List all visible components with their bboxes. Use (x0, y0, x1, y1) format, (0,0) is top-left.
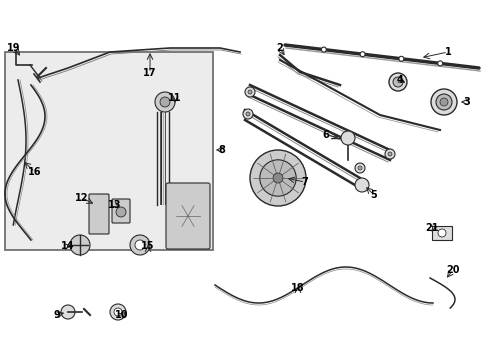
Text: 13: 13 (108, 200, 122, 210)
Circle shape (245, 112, 249, 116)
Text: 15: 15 (141, 241, 154, 251)
Text: 19: 19 (7, 43, 20, 53)
Circle shape (430, 89, 456, 115)
Bar (5, 52, 213, 250)
Text: 17: 17 (143, 68, 157, 78)
Text: 10: 10 (115, 310, 128, 320)
Circle shape (435, 94, 451, 110)
Text: 1: 1 (444, 47, 450, 57)
Bar (431, 226, 451, 240)
Circle shape (61, 305, 75, 319)
Circle shape (392, 77, 402, 87)
Circle shape (359, 52, 365, 57)
Circle shape (155, 92, 175, 112)
Text: 2: 2 (276, 43, 283, 53)
Circle shape (130, 235, 150, 255)
Circle shape (244, 87, 254, 97)
Circle shape (70, 235, 90, 255)
Text: 5: 5 (370, 190, 377, 200)
Circle shape (439, 98, 447, 106)
Circle shape (340, 131, 354, 145)
Circle shape (243, 109, 252, 119)
Text: 16: 16 (28, 167, 41, 177)
Text: 7: 7 (301, 177, 308, 187)
FancyBboxPatch shape (165, 183, 209, 249)
Circle shape (354, 178, 368, 192)
Circle shape (259, 160, 296, 196)
Text: 14: 14 (61, 241, 75, 251)
Text: 18: 18 (290, 283, 304, 293)
Text: 3: 3 (463, 97, 469, 107)
Circle shape (249, 150, 305, 206)
Circle shape (114, 308, 122, 316)
Circle shape (272, 173, 283, 183)
Circle shape (357, 166, 361, 170)
Circle shape (110, 304, 126, 320)
Text: 9: 9 (54, 310, 60, 320)
Text: 4: 4 (396, 75, 403, 85)
Circle shape (388, 73, 406, 91)
FancyBboxPatch shape (112, 199, 130, 223)
Circle shape (135, 240, 145, 250)
Circle shape (398, 56, 403, 61)
Text: 6: 6 (322, 130, 329, 140)
Circle shape (354, 163, 364, 173)
FancyBboxPatch shape (89, 194, 109, 234)
Text: 21: 21 (425, 223, 438, 233)
Text: 11: 11 (168, 93, 182, 103)
Circle shape (321, 47, 325, 52)
Circle shape (160, 97, 170, 107)
Text: 20: 20 (446, 265, 459, 275)
Text: 12: 12 (75, 193, 88, 203)
Circle shape (387, 152, 391, 156)
Circle shape (437, 61, 442, 66)
Circle shape (437, 229, 445, 237)
Circle shape (247, 90, 251, 94)
Text: 8: 8 (218, 145, 225, 155)
Circle shape (384, 149, 394, 159)
Circle shape (116, 207, 126, 217)
